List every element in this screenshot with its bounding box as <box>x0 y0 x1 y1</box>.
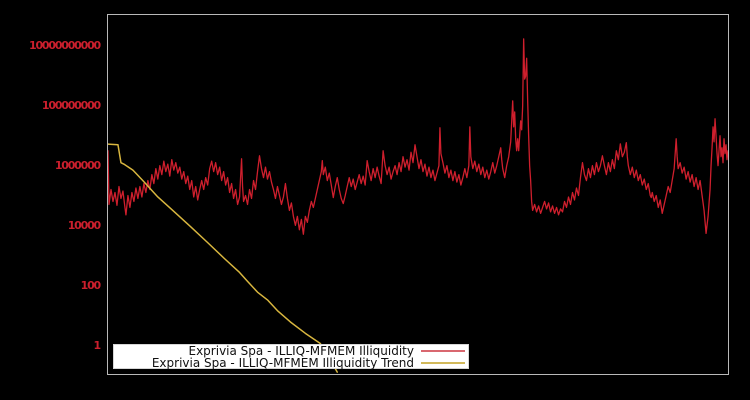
legend-label-illiquidity: Exprivia Spa - ILLIQ-MFMEM Illiquidity <box>188 343 415 358</box>
y-axis-tick-label: 10000000000 <box>29 38 101 52</box>
legend-line-sample-trend <box>421 361 465 364</box>
y-axis-tick-label: 10000 <box>67 218 101 232</box>
y-axis-tick-label: 1 <box>93 338 102 352</box>
illiquidity-trend-line <box>108 143 339 373</box>
y-axis-tick-label: 100000000 <box>41 98 101 112</box>
legend-item-illiquidity: Exprivia Spa - ILLIQ-MFMEM Illiquidity <box>114 345 465 357</box>
legend: Exprivia Spa - ILLIQ-MFMEM Illiquidity E… <box>113 344 469 369</box>
y-axis-tick-label: 1000000 <box>54 158 101 172</box>
legend-label-trend: Exprivia Spa - ILLIQ-MFMEM Illiquidity T… <box>151 355 414 370</box>
illiquidity-series-line <box>108 38 728 235</box>
y-axis-tick-label: 100 <box>80 278 102 292</box>
legend-line-sample-illiquidity <box>421 349 465 352</box>
plot-area <box>107 14 729 375</box>
chart-canvas <box>108 38 728 373</box>
legend-item-trend: Exprivia Spa - ILLIQ-MFMEM Illiquidity T… <box>114 357 465 369</box>
